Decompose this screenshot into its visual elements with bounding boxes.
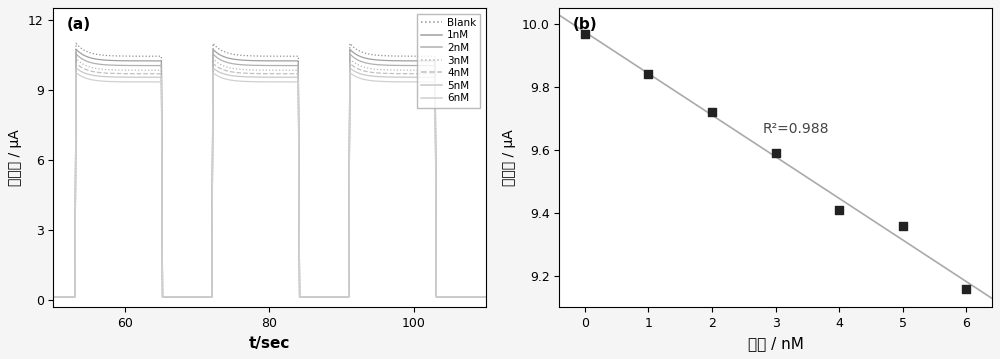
Point bbox=[768, 150, 784, 156]
X-axis label: 浓度 / nM: 浓度 / nM bbox=[748, 336, 803, 351]
Y-axis label: 光电流 / μA: 光电流 / μA bbox=[8, 130, 22, 186]
Text: (a): (a) bbox=[66, 17, 90, 32]
Point bbox=[704, 109, 720, 115]
Legend: Blank, 1nM, 2nM, 3nM, 4nM, 5nM, 6nM: Blank, 1nM, 2nM, 3nM, 4nM, 5nM, 6nM bbox=[417, 14, 480, 107]
X-axis label: t/sec: t/sec bbox=[249, 336, 290, 351]
Point bbox=[895, 223, 911, 228]
Point bbox=[640, 71, 656, 77]
Y-axis label: 光电流 / μA: 光电流 / μA bbox=[502, 130, 516, 186]
Text: R²=0.988: R²=0.988 bbox=[763, 122, 829, 136]
Point bbox=[577, 31, 593, 36]
Text: (b): (b) bbox=[572, 17, 597, 32]
Point bbox=[958, 286, 974, 292]
Point bbox=[831, 207, 847, 213]
